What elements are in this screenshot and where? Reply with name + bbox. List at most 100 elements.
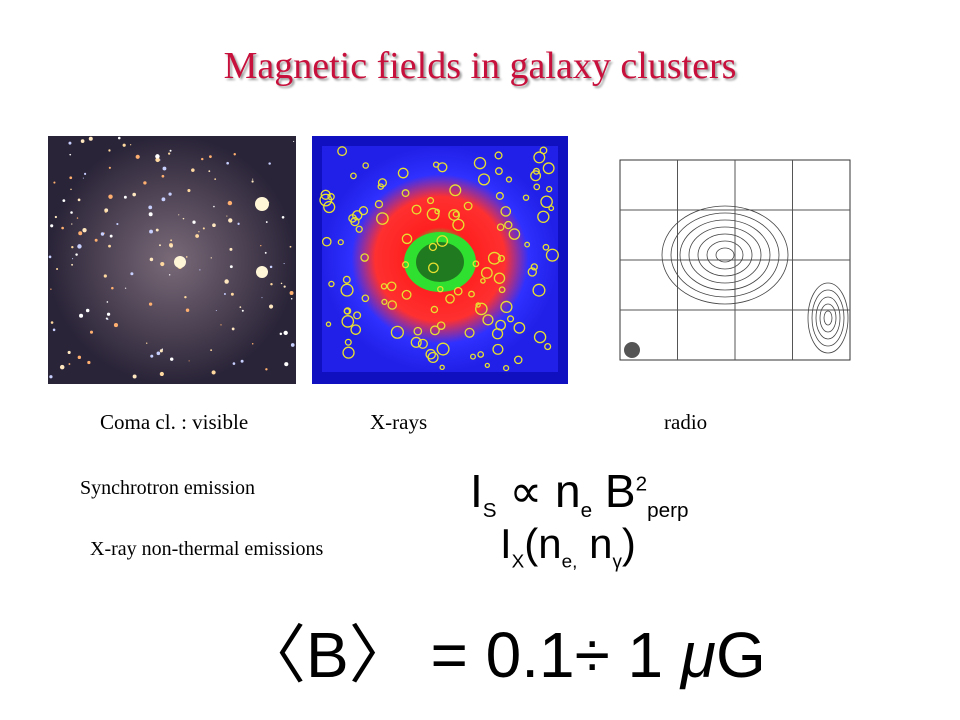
star <box>233 153 236 156</box>
star <box>280 282 283 285</box>
star <box>239 306 242 308</box>
star <box>104 210 108 213</box>
star <box>155 228 159 232</box>
contour <box>530 263 538 271</box>
star <box>103 232 106 234</box>
contour <box>495 191 504 200</box>
star <box>228 218 233 223</box>
star <box>111 286 114 290</box>
sub: perp <box>647 499 689 523</box>
star <box>293 140 295 142</box>
star <box>71 263 74 266</box>
star <box>264 251 267 254</box>
star <box>50 288 52 290</box>
beam <box>624 342 640 358</box>
star <box>62 199 66 203</box>
contour <box>697 233 753 277</box>
star <box>169 149 172 152</box>
contour <box>492 343 504 355</box>
star <box>210 257 212 259</box>
contour <box>537 210 550 223</box>
star <box>188 360 190 362</box>
star <box>202 227 205 230</box>
star <box>168 152 171 155</box>
star <box>106 301 109 303</box>
contour <box>427 197 435 205</box>
contour <box>533 330 547 344</box>
star <box>69 176 73 180</box>
contour <box>341 315 355 328</box>
contour <box>350 172 357 180</box>
star <box>208 170 211 173</box>
star <box>229 247 233 251</box>
star <box>108 149 111 152</box>
contour <box>401 261 410 269</box>
contour <box>475 302 481 308</box>
result-formula: 〈B〉 = 0.1÷ 1 μG <box>242 604 766 696</box>
star <box>77 355 82 360</box>
star <box>226 161 229 165</box>
star <box>184 295 187 299</box>
contour <box>426 207 440 221</box>
star <box>251 342 254 345</box>
star <box>283 285 286 288</box>
star <box>52 328 56 332</box>
contour <box>530 170 542 182</box>
star <box>49 375 53 379</box>
star <box>72 258 74 260</box>
star <box>290 343 295 347</box>
contour <box>428 262 439 274</box>
sym: 〈 <box>242 619 306 691</box>
star <box>123 195 127 199</box>
star <box>68 363 71 365</box>
sym: 1 <box>627 619 664 691</box>
star <box>80 139 85 143</box>
star <box>187 189 191 193</box>
contour <box>819 303 837 333</box>
star <box>281 215 285 219</box>
contour <box>427 351 439 364</box>
contour <box>353 311 362 320</box>
contour <box>417 338 428 349</box>
contour <box>410 336 422 348</box>
contour <box>386 281 397 292</box>
contour <box>401 189 410 198</box>
contour <box>401 233 413 245</box>
star <box>59 364 65 370</box>
star <box>162 166 167 171</box>
contour <box>527 267 537 277</box>
star <box>161 348 164 350</box>
star <box>100 232 105 236</box>
star <box>85 308 90 313</box>
contour <box>343 307 352 315</box>
star <box>150 354 154 358</box>
star <box>68 141 72 145</box>
contour <box>498 286 506 294</box>
contour <box>542 162 555 175</box>
contour <box>436 235 449 247</box>
star <box>168 274 171 276</box>
contour <box>350 324 362 335</box>
star <box>230 292 234 296</box>
star <box>69 153 72 156</box>
sym: ÷ <box>574 619 610 691</box>
contour <box>342 275 351 284</box>
sup: 2 <box>635 472 648 496</box>
sym: I <box>470 465 483 517</box>
star <box>78 231 83 236</box>
star <box>260 245 262 247</box>
caption: radio <box>664 410 708 434</box>
star <box>135 154 140 159</box>
contour <box>495 319 507 331</box>
contour <box>542 243 550 251</box>
contour <box>532 283 546 297</box>
contour <box>352 210 363 221</box>
contour <box>428 242 438 252</box>
star <box>155 154 160 159</box>
star <box>279 332 283 336</box>
contour <box>377 178 387 188</box>
sym: 〉 <box>348 619 413 691</box>
contour <box>320 189 331 200</box>
star <box>283 262 285 265</box>
